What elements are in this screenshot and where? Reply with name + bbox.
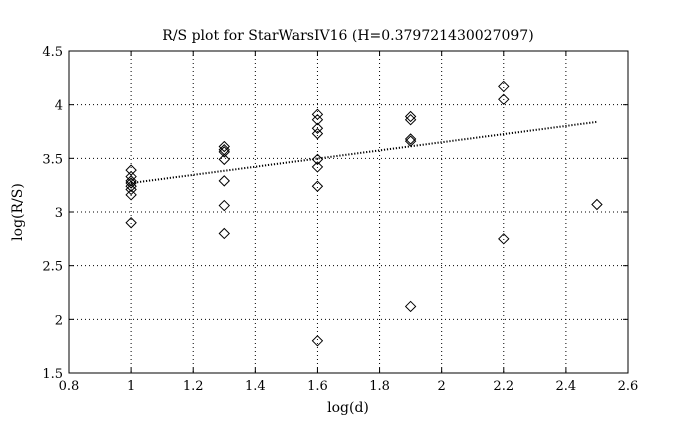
diamond-marker xyxy=(311,161,324,173)
x-tick-label: 1.8 xyxy=(369,379,390,394)
x-tick-label: 1.6 xyxy=(307,379,328,394)
x-tick-label: 0.8 xyxy=(59,379,80,394)
diamond-marker xyxy=(125,175,137,187)
diamond-marker xyxy=(311,108,324,121)
diamond-marker xyxy=(125,217,137,229)
diamond-marker xyxy=(125,180,137,192)
fit-line xyxy=(130,120,598,185)
x-tick-label: 2 xyxy=(438,379,446,394)
data-points xyxy=(125,80,603,347)
x-tick-label: 2.4 xyxy=(556,379,577,394)
diamond-marker xyxy=(311,127,324,140)
diamond-marker xyxy=(498,233,510,245)
diamond-marker xyxy=(404,113,417,126)
diamond-marker xyxy=(498,93,510,106)
diamond-marker xyxy=(218,146,230,158)
diamond-marker xyxy=(125,177,137,189)
diamond-marker xyxy=(218,175,230,187)
diamond-marker xyxy=(218,140,230,153)
diamond-marker xyxy=(218,153,230,166)
diamond-marker xyxy=(311,335,324,347)
x-tick-labels: 0.8 1 1.2 1.4 1.6 1.8 2 2.2 2.4 2.6 xyxy=(59,379,639,394)
y-tick-label: 2.5 xyxy=(42,260,63,275)
x-tick-label: 1.2 xyxy=(183,379,204,394)
y-tick-label: 4.5 xyxy=(42,45,63,60)
diamond-marker xyxy=(498,80,510,93)
diamond-marker xyxy=(404,133,417,145)
diamond-marker xyxy=(125,183,137,196)
diamond-marker xyxy=(218,227,230,240)
axis-ticks xyxy=(68,50,629,374)
diamond-marker xyxy=(311,113,324,126)
y-tick-labels: 1.5 2 2.5 3 3.5 4 4.5 xyxy=(42,45,63,382)
x-tick-label: 1.4 xyxy=(245,379,266,394)
x-tick-label: 1 xyxy=(127,379,135,394)
y-axis-label: log(R/S) xyxy=(10,183,26,241)
x-tick-label: 2.6 xyxy=(618,379,639,394)
chart-title: R/S plot for StarWarsIV16 (H=0.379721430… xyxy=(162,28,533,44)
diamond-marker xyxy=(125,189,137,201)
x-axis-label: log(d) xyxy=(327,400,369,416)
diamond-marker xyxy=(404,300,417,313)
y-tick-label: 3.5 xyxy=(42,152,63,167)
y-tick-label: 4 xyxy=(55,99,63,114)
grid-lines xyxy=(69,51,628,373)
y-tick-label: 2 xyxy=(55,313,63,328)
diamond-marker xyxy=(404,135,417,147)
diamond-marker xyxy=(311,153,324,166)
y-tick-label: 1.5 xyxy=(42,367,63,382)
diamond-marker xyxy=(404,110,417,123)
diamond-marker xyxy=(125,164,137,176)
diamond-marker xyxy=(591,198,603,211)
diamond-marker xyxy=(311,122,324,134)
diamond-marker xyxy=(218,199,230,212)
diamond-marker xyxy=(311,180,324,192)
x-tick-label: 2.2 xyxy=(493,379,514,394)
y-tick-label: 3 xyxy=(55,206,63,221)
